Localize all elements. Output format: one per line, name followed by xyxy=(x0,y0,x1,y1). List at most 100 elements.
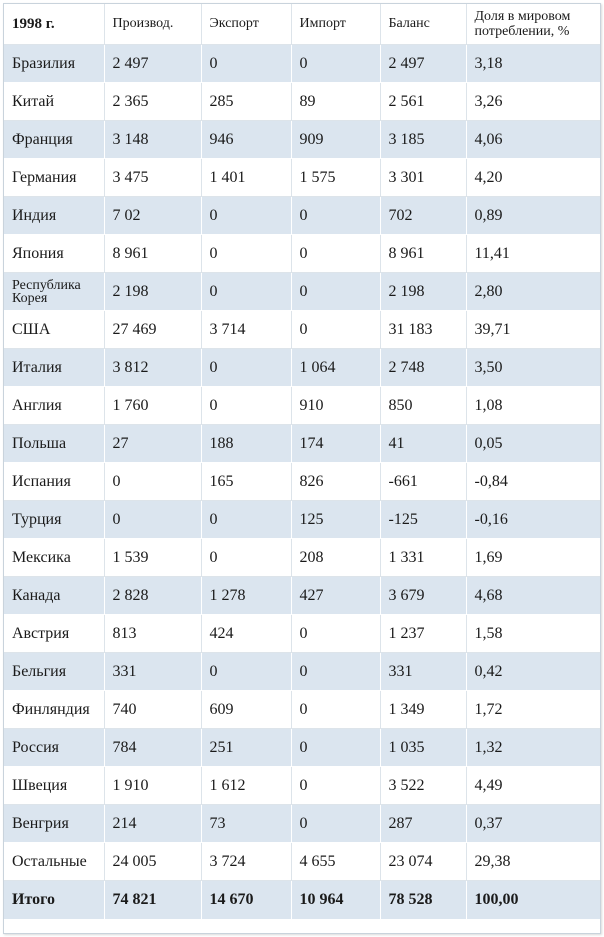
table-row: Япония 8 961 0 0 8 961 11,41 xyxy=(4,234,600,273)
production-cell: 3 148 xyxy=(104,120,202,159)
balance-cell: 1 237 xyxy=(380,614,467,653)
import-cell: 0 xyxy=(291,766,381,805)
export-cell: 73 xyxy=(201,804,292,843)
balance-cell: 3 522 xyxy=(380,766,467,805)
export-cell: 0 xyxy=(201,272,292,311)
table-row: Остальные 24 005 3 724 4 655 23 074 29,38 xyxy=(4,842,600,881)
production-cell: 784 xyxy=(104,728,202,767)
export-cell: 1 278 xyxy=(201,576,292,615)
balance-cell: 2 497 xyxy=(380,44,467,83)
country-cell: Россия xyxy=(4,728,105,767)
country-cell: Бразилия xyxy=(4,44,105,83)
export-cell: 1 401 xyxy=(201,158,292,197)
country-cell: Канада xyxy=(4,576,105,615)
balance-cell: 2 748 xyxy=(380,348,467,387)
header-production: Производ. xyxy=(104,4,202,45)
world-share-cell: 4,20 xyxy=(466,158,600,197)
balance-cell: 8 961 xyxy=(380,234,467,273)
production-cell: 740 xyxy=(104,690,202,729)
import-cell: 208 xyxy=(291,538,381,577)
import-cell: 1 575 xyxy=(291,158,381,197)
world-share-cell: 11,41 xyxy=(466,234,600,273)
world-share-cell: 1,32 xyxy=(466,728,600,767)
import-cell: 427 xyxy=(291,576,381,615)
header-row: 1998 г. Производ. Экспорт Импорт Баланс … xyxy=(4,4,600,45)
export-cell: 0 xyxy=(201,500,292,539)
export-cell: 285 xyxy=(201,82,292,121)
world-share-cell: 4,68 xyxy=(466,576,600,615)
table-row: Россия 784 251 0 1 035 1,32 xyxy=(4,728,600,767)
table-row: Республика Корея 2 198 0 0 2 198 2,80 xyxy=(4,272,600,311)
export-cell: 0 xyxy=(201,652,292,691)
country-cell: Бельгия xyxy=(4,652,105,691)
world-share-cell: 4,49 xyxy=(466,766,600,805)
production-cell: 0 xyxy=(104,500,202,539)
production-cell: 24 005 xyxy=(104,842,202,881)
world-share-cell: -0,16 xyxy=(466,500,600,539)
country-cell: Турция xyxy=(4,500,105,539)
world-share-cell: 3,50 xyxy=(466,348,600,387)
table-row: Франция 3 148 946 909 3 185 4,06 xyxy=(4,120,600,159)
table-row: Австрия 813 424 0 1 237 1,58 xyxy=(4,614,600,653)
country-cell: Испания xyxy=(4,462,105,501)
import-cell: 10 964 xyxy=(291,880,381,920)
header-year: 1998 г. xyxy=(4,4,105,45)
export-cell: 0 xyxy=(201,348,292,387)
balance-cell: -661 xyxy=(380,462,467,501)
world-share-cell: 3,26 xyxy=(466,82,600,121)
production-cell: 8 961 xyxy=(104,234,202,273)
balance-cell: 23 074 xyxy=(380,842,467,881)
export-cell: 14 670 xyxy=(201,880,292,920)
production-cell: 2 198 xyxy=(104,272,202,311)
export-cell: 0 xyxy=(201,538,292,577)
import-cell: 0 xyxy=(291,728,381,767)
import-cell: 0 xyxy=(291,310,381,349)
country-cell: Германия xyxy=(4,158,105,197)
balance-cell: 1 035 xyxy=(380,728,467,767)
production-cell: 27 xyxy=(104,424,202,463)
table-body: Бразилия 2 497 0 0 2 497 3,18 Китай 2 365 285 89 2… xyxy=(4,44,600,920)
world-share-cell: 3,18 xyxy=(466,44,600,83)
world-share-cell: 39,71 xyxy=(466,310,600,349)
export-cell: 0 xyxy=(201,234,292,273)
header-export: Экспорт xyxy=(201,4,292,45)
table-row: США 27 469 3 714 0 31 183 39,71 xyxy=(4,310,600,349)
table-row: Канада 2 828 1 278 427 3 679 4,68 xyxy=(4,576,600,615)
table-row: Бельгия 331 0 0 331 0,42 xyxy=(4,652,600,691)
export-cell: 946 xyxy=(201,120,292,159)
import-cell: 0 xyxy=(291,44,381,83)
world-share-cell: 0,89 xyxy=(466,196,600,235)
balance-cell: 78 528 xyxy=(380,880,467,920)
import-cell: 0 xyxy=(291,272,381,311)
export-cell: 0 xyxy=(201,196,292,235)
table-row: Турция 0 0 125 -125 -0,16 xyxy=(4,500,600,539)
country-cell: Франция xyxy=(4,120,105,159)
import-cell: 826 xyxy=(291,462,381,501)
production-cell: 214 xyxy=(104,804,202,843)
export-cell: 165 xyxy=(201,462,292,501)
production-cell: 0 xyxy=(104,462,202,501)
balance-cell: 1 331 xyxy=(380,538,467,577)
production-cell: 27 469 xyxy=(104,310,202,349)
world-share-cell: -0,84 xyxy=(466,462,600,501)
data-table: 1998 г. Производ. Экспорт Импорт Баланс … xyxy=(4,4,600,920)
import-cell: 0 xyxy=(291,690,381,729)
table-row: Англия 1 760 0 910 850 1,08 xyxy=(4,386,600,425)
table-row: Мексика 1 539 0 208 1 331 1,69 xyxy=(4,538,600,577)
country-cell: Финляндия xyxy=(4,690,105,729)
header-balance: Баланс xyxy=(380,4,467,45)
country-cell: Мексика xyxy=(4,538,105,577)
total-row: Итого 74 821 14 670 10 964 78 528 100,00 xyxy=(4,880,600,920)
world-share-cell: 0,05 xyxy=(466,424,600,463)
import-cell: 4 655 xyxy=(291,842,381,881)
table-row: Индия 7 02 0 0 702 0,89 xyxy=(4,196,600,235)
import-cell: 89 xyxy=(291,82,381,121)
country-cell: Республика Корея xyxy=(4,272,105,311)
table-row: Бразилия 2 497 0 0 2 497 3,18 xyxy=(4,44,600,83)
world-share-cell: 1,69 xyxy=(466,538,600,577)
production-cell: 1 910 xyxy=(104,766,202,805)
export-cell: 424 xyxy=(201,614,292,653)
header-import: Импорт xyxy=(291,4,381,45)
table-row: Венгрия 214 73 0 287 0,37 xyxy=(4,804,600,843)
country-cell: Австрия xyxy=(4,614,105,653)
